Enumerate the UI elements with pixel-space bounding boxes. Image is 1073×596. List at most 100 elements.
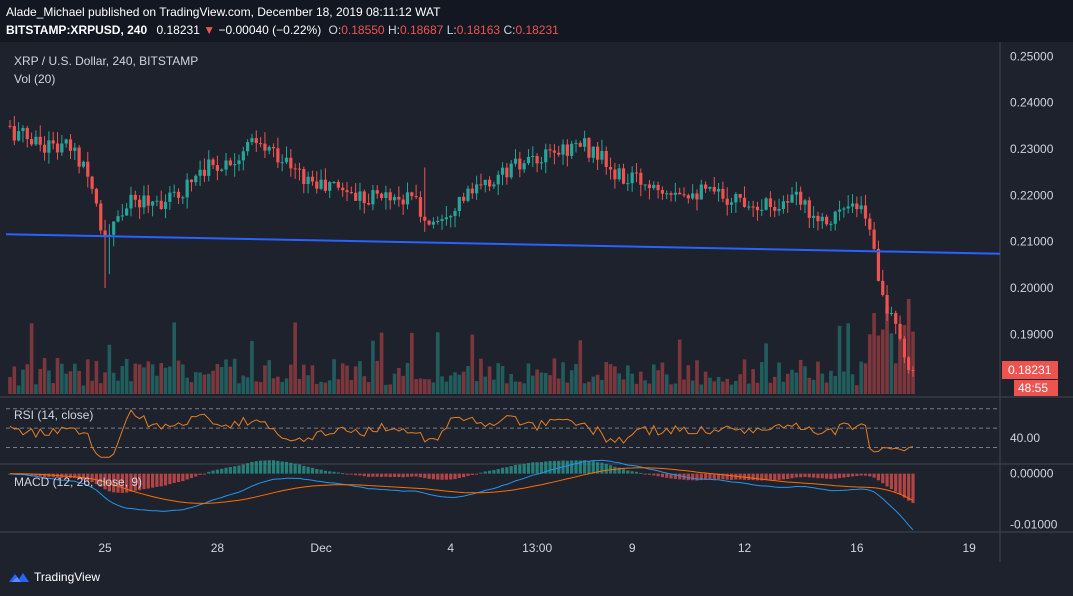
close-label: C: xyxy=(503,23,516,37)
candle-body xyxy=(807,200,811,218)
macd-histogram-bar xyxy=(319,469,323,474)
volume-bar xyxy=(492,379,496,394)
macd-histogram-bar xyxy=(94,473,99,485)
macd-histogram-bar xyxy=(176,473,181,483)
candle-body xyxy=(885,294,889,314)
macd-histogram-bar xyxy=(539,462,544,474)
volume-bar xyxy=(267,360,272,394)
volume-bar xyxy=(47,370,51,394)
volume-bar xyxy=(518,381,522,394)
macd-histogram-bar xyxy=(466,473,470,476)
candle-body xyxy=(55,143,60,153)
macd-histogram-bar xyxy=(479,472,483,474)
macd-histogram-bar xyxy=(583,460,587,474)
macd-histogram-bar xyxy=(401,473,405,478)
macd-histogram-bar xyxy=(807,473,811,478)
volume-bar xyxy=(751,369,755,394)
candle-body xyxy=(500,167,505,175)
candle-body xyxy=(263,143,267,151)
volume-bar xyxy=(617,373,622,394)
volume-bar xyxy=(470,334,475,394)
volume-bar xyxy=(150,364,155,394)
macd-histogram-bar xyxy=(591,461,595,474)
macd-histogram-bar xyxy=(833,473,837,479)
volume-bar xyxy=(474,381,479,394)
volume-bar xyxy=(198,372,202,394)
chart-area[interactable]: 0.25000 0.24000 0.23000 0.22000 0.21000 0.200… xyxy=(0,42,1073,562)
candle-body xyxy=(816,215,820,222)
chart-svg[interactable]: 0.25000 0.24000 0.23000 0.22000 0.21000 0.200… xyxy=(0,42,1073,562)
volume-bar xyxy=(859,361,863,394)
macd-histogram-bar xyxy=(168,473,172,485)
candle-body xyxy=(159,200,163,209)
candle-body xyxy=(142,195,146,208)
volume-bar xyxy=(431,382,436,394)
chart-header: Alade_Michael published on TradingView.c… xyxy=(0,0,1073,42)
candle-body xyxy=(876,248,881,281)
tradingview-logo[interactable]: TradingView xyxy=(8,570,100,584)
candle-body xyxy=(302,169,306,184)
macd-histogram-bar xyxy=(721,473,725,480)
macd-histogram-bar xyxy=(8,473,12,475)
candle-body xyxy=(531,156,535,158)
volume-bar xyxy=(457,374,462,394)
macd-histogram-bar xyxy=(120,473,124,493)
volume-bar xyxy=(651,364,656,394)
candle-body xyxy=(12,126,16,141)
candle-body xyxy=(669,193,673,195)
volume-bar xyxy=(889,333,894,394)
volume-bar xyxy=(211,370,215,394)
volume-bar xyxy=(85,359,90,394)
macd-histogram-bar xyxy=(837,473,842,479)
macd-histogram-bar xyxy=(786,473,790,480)
candle-body xyxy=(470,188,474,194)
volume-bar xyxy=(34,384,38,394)
volume-bar xyxy=(219,366,224,394)
macd-histogram-bar xyxy=(246,463,250,474)
macd-signal-line xyxy=(9,467,914,504)
candle-body xyxy=(565,144,569,156)
volume-bar xyxy=(742,359,747,394)
volume-bar xyxy=(51,383,56,394)
candle-body xyxy=(574,143,578,145)
macd-histogram-bar xyxy=(297,464,302,474)
candle-body xyxy=(868,218,872,230)
macd-histogram-bar xyxy=(777,473,781,480)
candle-body xyxy=(354,192,358,201)
candle-body xyxy=(233,164,237,166)
candle-body xyxy=(595,146,600,160)
rsi-line xyxy=(9,409,914,458)
candle-body xyxy=(647,184,652,189)
candle-body xyxy=(617,168,621,180)
macd-histogram-bar xyxy=(462,473,466,478)
volume-bar xyxy=(388,384,393,394)
macd-histogram-bar xyxy=(405,473,410,477)
volume-bar xyxy=(535,369,539,394)
macd-histogram-bar xyxy=(708,473,712,480)
candle-body xyxy=(30,139,34,145)
macd-histogram-bar xyxy=(470,473,474,475)
candle-body xyxy=(99,203,103,231)
macd-histogram-bar xyxy=(799,473,803,478)
volume-bar xyxy=(824,382,829,394)
candle-body xyxy=(280,162,284,164)
candle-body xyxy=(578,143,582,147)
macd-histogram-bar xyxy=(647,473,652,475)
macd-histogram-bar xyxy=(263,460,267,474)
volume-bar xyxy=(284,378,289,394)
candle-body xyxy=(673,192,677,195)
volume-bar xyxy=(699,384,704,394)
macd-histogram-bar xyxy=(237,465,241,474)
volume-bar xyxy=(111,372,116,394)
candle-body xyxy=(513,158,518,164)
candle-body xyxy=(656,184,660,191)
volume-bar xyxy=(747,383,751,394)
macd-histogram-bar xyxy=(565,460,569,474)
candle-body xyxy=(583,138,587,147)
volume-bar xyxy=(561,362,565,394)
candle-body xyxy=(686,195,690,199)
candle-body xyxy=(254,138,258,144)
candle-body xyxy=(310,176,315,182)
macd-histogram-bar xyxy=(751,473,755,481)
volume-bar xyxy=(695,360,699,394)
